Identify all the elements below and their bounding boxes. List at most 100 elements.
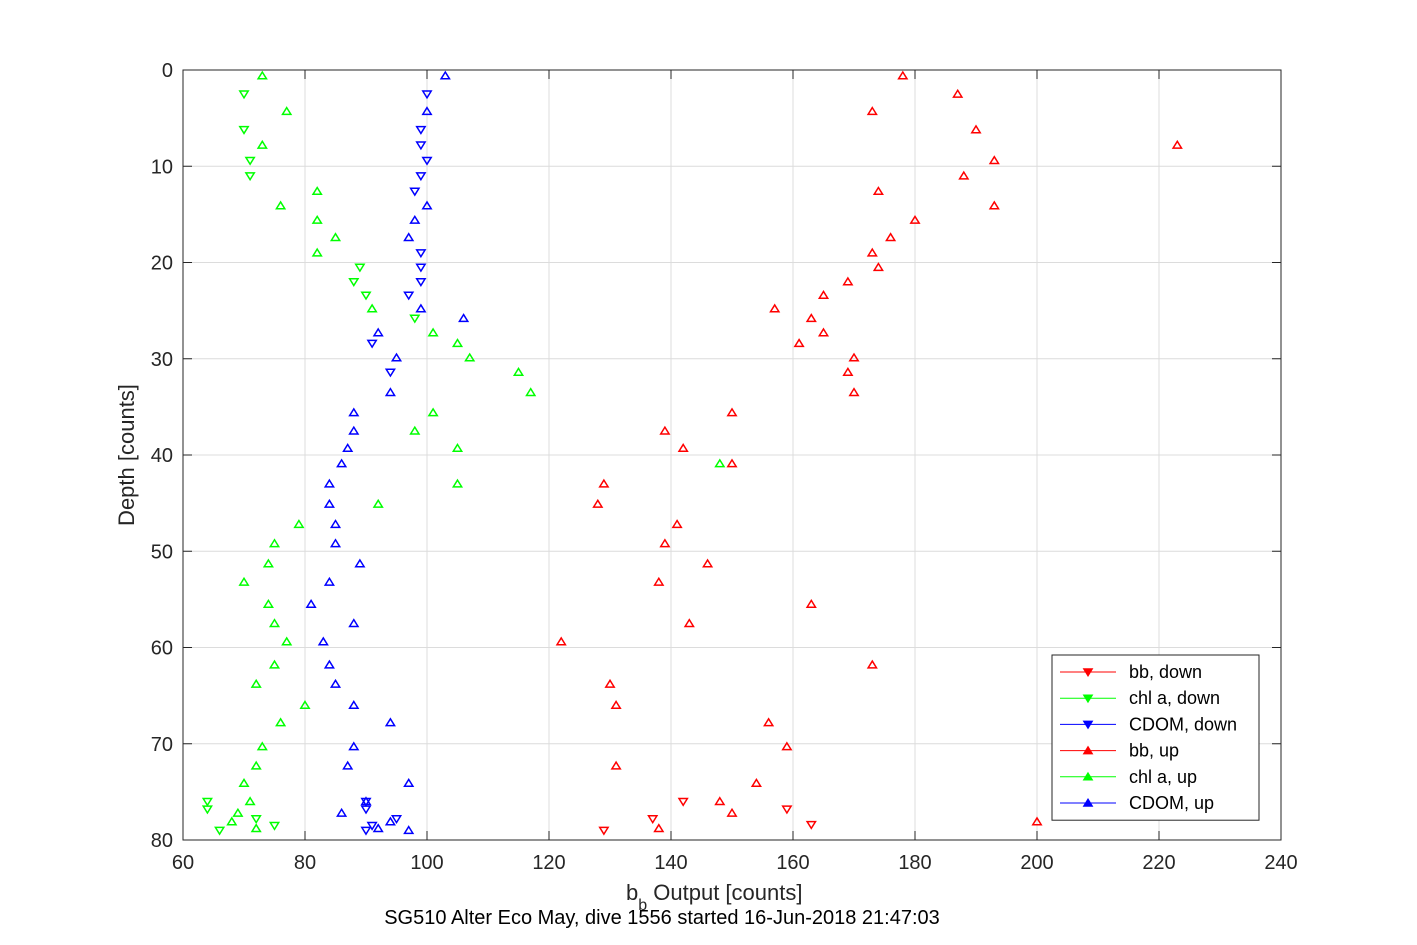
point-bb-down [647, 815, 659, 825]
point-bb-up [555, 636, 567, 646]
legend-marker-cdom-down [1082, 720, 1094, 730]
axis-ticks: 60 80 100 120 140 160 180 200 220 240010203040506… [151, 60, 1298, 874]
point-bb-up [750, 778, 762, 787]
x-tick-label: 140 [654, 852, 687, 874]
point-bb-up [726, 807, 738, 817]
y-tick-label: 0 [162, 60, 173, 82]
point-cdom-up [329, 519, 342, 529]
y-tick-label: 60 [151, 638, 173, 660]
y-tick-label: 10 [151, 156, 173, 178]
x-tick-label: 180 [898, 852, 931, 874]
point-cdom-up [372, 823, 384, 833]
point-chl-a-up [311, 247, 323, 257]
point-chl-a-down [268, 821, 281, 831]
point-bb-up [897, 70, 909, 80]
legend: bb, down chl a, down CDOM, down bb, up chl a… [1051, 654, 1260, 821]
point-chl-a-up [299, 700, 311, 710]
legend-box [1051, 654, 1260, 821]
point-bb-down [805, 820, 817, 830]
point-bb-up [817, 327, 830, 337]
x-axis-label-rest: Output [counts] [647, 880, 802, 905]
point-bb-up [726, 458, 738, 468]
x-tick-label: 200 [1020, 852, 1053, 874]
point-chl-a-down [238, 125, 250, 135]
x-tick-label: 60 [172, 852, 194, 874]
point-chl-a-up [256, 741, 268, 751]
point-chl-a-up [250, 823, 262, 833]
legend-marker-chl-a-up [1082, 771, 1094, 781]
point-cdom-up [305, 598, 317, 608]
point-cdom-up [348, 425, 360, 435]
point-bb-up [848, 387, 860, 397]
point-bb-up [848, 352, 860, 362]
point-cdom-up [348, 700, 360, 710]
point-chl-a-up [409, 425, 421, 435]
point-bb-up [671, 519, 683, 529]
point-cdom-down [415, 141, 427, 151]
point-chl-a-down [354, 263, 366, 273]
point-bb-up [726, 407, 738, 417]
point-bb-up [958, 170, 970, 180]
point-chl-a-down [244, 172, 256, 182]
point-chl-a-down [409, 314, 421, 324]
point-bb-up [604, 678, 616, 688]
point-chl-a-up [427, 327, 439, 337]
point-bb-up [610, 760, 622, 770]
y-tick-label: 50 [151, 541, 173, 563]
point-chl-a-up [311, 186, 323, 196]
y-tick-label: 20 [151, 253, 173, 275]
point-cdom-up [329, 538, 342, 548]
point-bb-up [598, 478, 610, 488]
point-bb-up [952, 88, 964, 98]
point-bb-up [763, 717, 775, 727]
point-bb-up [1031, 816, 1043, 826]
y-tick-label: 70 [151, 734, 173, 756]
point-bb-up [677, 443, 689, 453]
point-cdom-up [342, 443, 354, 453]
data-points [201, 70, 1183, 836]
point-chl-a-up [244, 796, 256, 806]
point-bb-up [610, 700, 622, 710]
point-cdom-up [458, 313, 470, 323]
point-chl-a-down [348, 277, 360, 287]
y-tick-label: 30 [151, 349, 173, 371]
legend-marker-chl-a-down [1082, 694, 1094, 704]
point-chl-a-up [238, 576, 250, 586]
point-chl-a-up [262, 598, 274, 608]
point-cdom-up [409, 214, 421, 224]
point-bb-up [793, 338, 805, 348]
point-cdom-up [421, 200, 433, 210]
point-bb-up [769, 303, 781, 313]
x-tick-label: 220 [1142, 852, 1175, 874]
point-bb-up [592, 498, 604, 508]
point-chl-a-down [214, 826, 226, 836]
legend-marker-cdom-up [1082, 797, 1094, 807]
y-tick-label: 80 [151, 830, 173, 852]
legend-label-cdom-down: CDOM, down [1129, 714, 1237, 734]
point-cdom-down [366, 339, 378, 349]
point-chl-a-down [201, 797, 213, 807]
point-chl-a-up [268, 618, 281, 628]
point-chl-a-up [427, 407, 439, 417]
y-tick-label: 40 [151, 445, 173, 467]
point-cdom-up [317, 636, 329, 646]
point-bb-up [866, 659, 878, 669]
x-axis-label-subscript: b [638, 897, 647, 914]
point-chl-a-down [250, 815, 262, 825]
x-tick-label: 80 [294, 852, 316, 874]
point-bb-down [677, 797, 689, 807]
point-cdom-up [348, 618, 360, 628]
point-chl-a-down [201, 805, 213, 815]
point-bb-up [988, 155, 1000, 165]
point-bb-up [866, 106, 878, 116]
point-bb-down [781, 805, 793, 815]
legend-marker-bb-up [1082, 745, 1094, 755]
point-chl-a-up [232, 807, 244, 817]
point-bb-up [866, 247, 878, 257]
point-cdom-down [415, 172, 427, 182]
legend-label-cdom-up: CDOM, up [1129, 793, 1214, 813]
x-tick-label: 100 [410, 852, 443, 874]
x-tick-label: 240 [1264, 852, 1297, 874]
point-bb-down [598, 826, 610, 836]
